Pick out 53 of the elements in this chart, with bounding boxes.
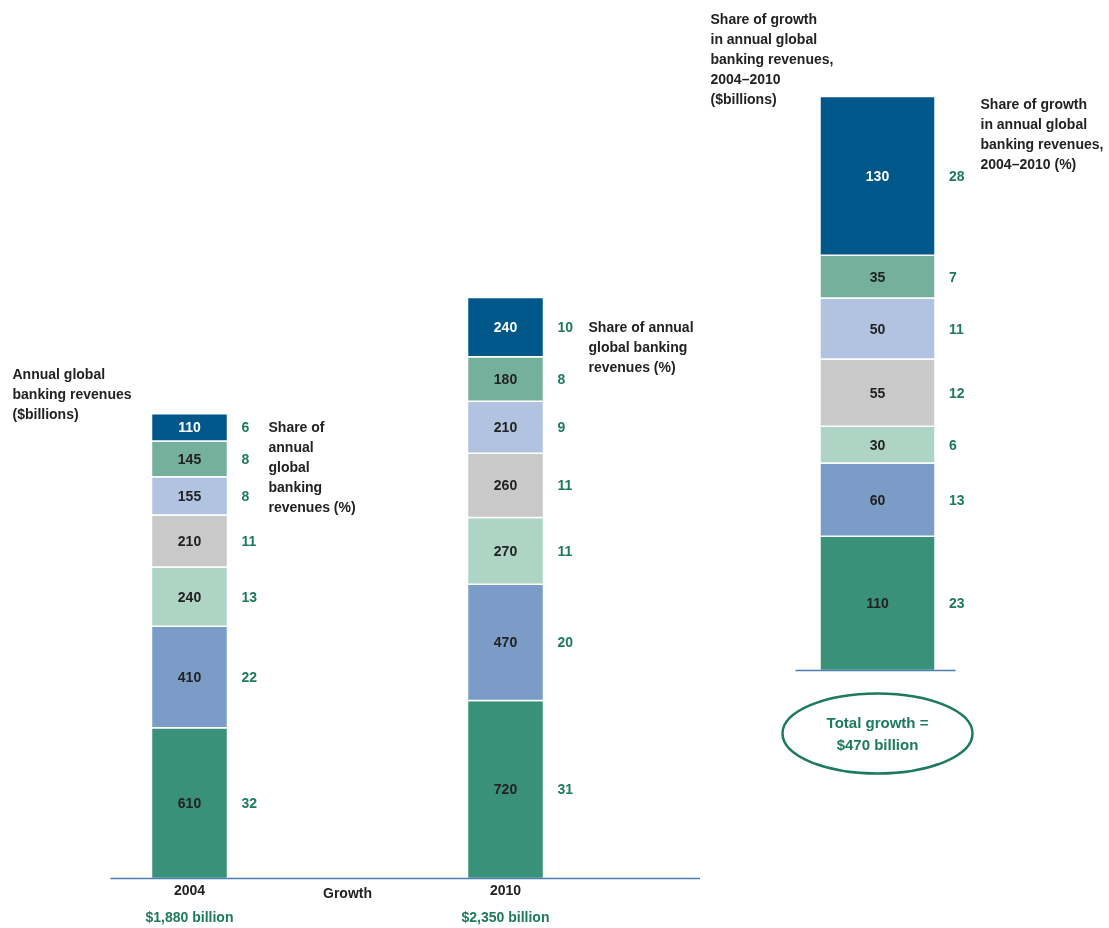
data-label: 180 bbox=[493, 371, 518, 388]
data-label: 210 bbox=[177, 533, 202, 550]
text: Share of growth in annual global banking revenues, 2004–2010 (%) bbox=[980, 95, 1104, 172]
annotation: 31 bbox=[557, 781, 574, 798]
data-label: 260 bbox=[493, 477, 518, 494]
data-label: 720 bbox=[493, 781, 518, 798]
annotation: Share of annual global banking revenues (%) bbox=[588, 318, 694, 375]
annotation: 6 bbox=[241, 419, 250, 436]
annotation: 9 bbox=[557, 419, 566, 436]
annotation: 8 bbox=[241, 487, 250, 504]
data-label: 30 bbox=[869, 436, 886, 453]
annotation: 8 bbox=[557, 371, 566, 388]
data-label: 410 bbox=[177, 669, 202, 685]
total-label: $1,880 billion bbox=[145, 908, 234, 925]
total-label: $2,350 billion bbox=[461, 908, 550, 925]
data-label: 470 bbox=[493, 634, 518, 651]
annotation: 11 bbox=[557, 477, 573, 494]
data-label: 610 bbox=[177, 795, 202, 812]
annotation: 11 bbox=[241, 533, 257, 550]
annotation: 8 bbox=[241, 450, 250, 467]
x-tick-label: 2004 bbox=[173, 881, 206, 898]
text: 28 bbox=[949, 167, 965, 184]
text: 11 bbox=[949, 320, 965, 337]
text: 6 bbox=[949, 436, 957, 453]
annotation: Share of annual global banking revenues (%) bbox=[268, 418, 356, 515]
data-label: 145 bbox=[177, 450, 202, 467]
data-label: 270 bbox=[493, 542, 518, 559]
data-label: 50 bbox=[869, 320, 886, 337]
data-label: 240 bbox=[177, 588, 202, 605]
data-label: 240 bbox=[493, 319, 518, 336]
annotation: 22 bbox=[241, 669, 258, 685]
data-label: 155 bbox=[177, 487, 202, 504]
data-label: 110 bbox=[178, 419, 202, 436]
annotation: 32 bbox=[241, 795, 258, 812]
annotation: 20 bbox=[557, 634, 574, 651]
text: 7 bbox=[949, 268, 957, 285]
text: 13 bbox=[949, 491, 965, 508]
x-tick-label: Growth bbox=[323, 884, 372, 901]
data-label: 60 bbox=[869, 491, 886, 508]
data-label: 110 bbox=[866, 595, 890, 612]
annotation: 13 bbox=[241, 588, 258, 605]
y-axis-title: Share of growth in annual global banking revenues, 2004–2010 ($billions) bbox=[710, 10, 834, 107]
annotation: 11 bbox=[557, 542, 573, 559]
data-label: 35 bbox=[869, 268, 886, 285]
text: 23 bbox=[949, 595, 965, 612]
x-tick-label: 2010 bbox=[489, 881, 522, 898]
data-label: 130 bbox=[865, 167, 890, 184]
data-label: 55 bbox=[869, 384, 886, 401]
text: 12 bbox=[949, 384, 965, 401]
text: Total growth = $470 billion bbox=[826, 713, 929, 754]
data-label: 210 bbox=[493, 419, 518, 436]
y-axis-title: Annual global banking revenues ($billions) bbox=[12, 365, 132, 422]
annotation: 10 bbox=[557, 319, 574, 336]
